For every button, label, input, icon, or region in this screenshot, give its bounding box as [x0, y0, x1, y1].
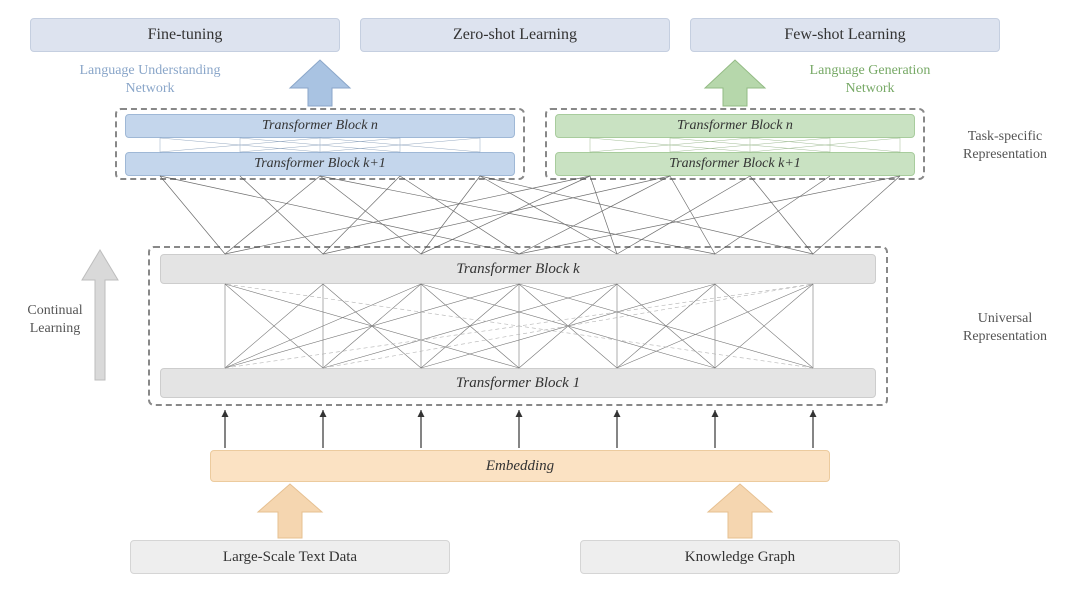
task-specific-label: Task-specific Representation [940, 128, 1070, 163]
understanding-network-label: Language Understanding Network [50, 62, 250, 97]
block-label: Knowledge Graph [685, 549, 795, 566]
block-label: Transformer Block k+1 [254, 156, 386, 172]
task-finetuning: Fine-tuning [30, 18, 340, 52]
orange-arrow-right-icon [708, 484, 772, 538]
orange-arrow-left-icon [258, 484, 322, 538]
task-label: Fine-tuning [148, 26, 223, 44]
task-fewshot: Few-shot Learning [690, 18, 1000, 52]
blue-block-n: Transformer Block n [125, 114, 515, 138]
gray-block-k: Transformer Block k [160, 254, 876, 284]
block-label: Embedding [486, 458, 554, 475]
block-label: Transformer Block k+1 [669, 156, 801, 172]
input-text-data: Large-Scale Text Data [130, 540, 450, 574]
blue-up-arrow-icon [290, 60, 350, 106]
gray-block-1: Transformer Block 1 [160, 368, 876, 398]
input-knowledge-graph: Knowledge Graph [580, 540, 900, 574]
embedding-block: Embedding [210, 450, 830, 482]
block-label: Large-Scale Text Data [223, 549, 357, 566]
block-label: Transformer Block 1 [456, 375, 580, 392]
blue-block-k1: Transformer Block k+1 [125, 152, 515, 176]
universal-label: Universal Representation [940, 310, 1070, 345]
block-label: Transformer Block k [456, 261, 579, 278]
task-label: Few-shot Learning [784, 26, 905, 44]
embed-to-block1-arrows [225, 410, 813, 448]
continual-label: Continual Learning [10, 302, 100, 337]
universal-to-task-lines [160, 176, 900, 254]
green-block-k1: Transformer Block k+1 [555, 152, 915, 176]
green-block-n: Transformer Block n [555, 114, 915, 138]
task-label: Zero-shot Learning [453, 26, 577, 44]
generation-network-label: Language Generation Network [770, 62, 970, 97]
block-label: Transformer Block n [677, 118, 793, 134]
block-label: Transformer Block n [262, 118, 378, 134]
task-zeroshot: Zero-shot Learning [360, 18, 670, 52]
green-up-arrow-icon [705, 60, 765, 106]
